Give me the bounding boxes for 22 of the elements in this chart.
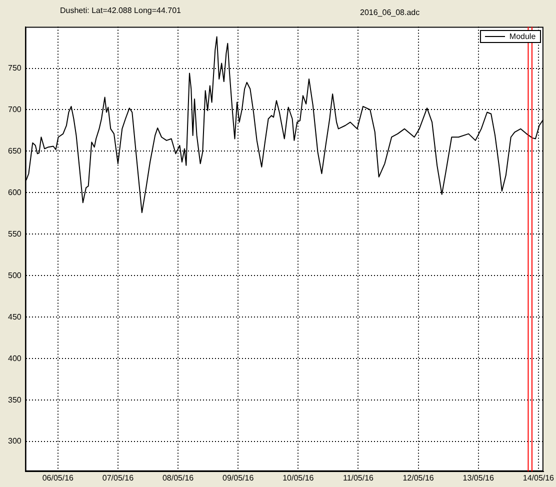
y-tick-label: 750 xyxy=(8,63,22,72)
x-tick-label: 14/05/16 xyxy=(522,473,555,482)
x-tick-label: 12/05/16 xyxy=(402,473,434,482)
x-tick-label: 08/05/16 xyxy=(162,473,194,482)
y-tick-label: 700 xyxy=(8,104,22,114)
x-tick-label: 11/05/16 xyxy=(342,473,374,482)
y-tick-label: 650 xyxy=(8,146,22,156)
x-tick-label: 13/05/16 xyxy=(462,473,494,482)
y-tick-label: 350 xyxy=(8,395,22,404)
y-tick-label: 300 xyxy=(8,436,22,446)
x-tick-label: 09/05/16 xyxy=(222,473,254,482)
y-tick-label: 400 xyxy=(8,354,22,363)
x-tick-label: 07/05/16 xyxy=(102,473,134,482)
y-tick-label: 500 xyxy=(8,270,22,280)
y-tick-label: 600 xyxy=(8,188,22,197)
legend-label: Module xyxy=(509,32,536,41)
chart-subtitle: 2016_06_08.adc xyxy=(360,8,420,17)
y-tick-label: 450 xyxy=(8,312,22,322)
chart-title: Dusheti: Lat=42.088 Long=44.701 xyxy=(60,6,181,15)
x-tick-label: 10/05/16 xyxy=(282,473,314,482)
y-tick-label: 550 xyxy=(8,229,22,238)
x-tick-label: 06/05/16 xyxy=(42,473,74,482)
